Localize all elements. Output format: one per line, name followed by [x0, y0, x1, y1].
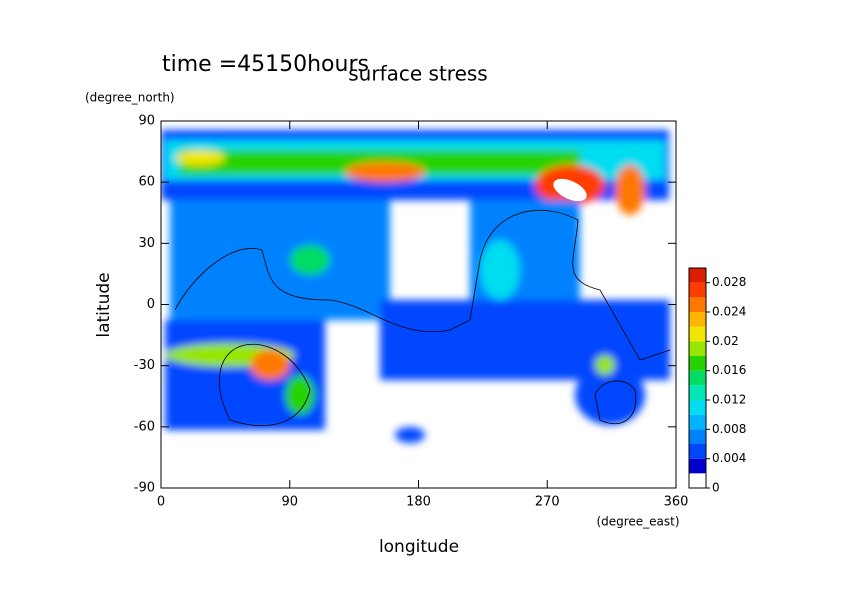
colorbar-frame [688, 267, 707, 489]
colorbar-band [689, 370, 706, 386]
colorbar-band [689, 297, 706, 312]
x-tick-label: 180 [406, 495, 431, 510]
y-axis-label: latitude [94, 272, 114, 337]
colorbar-band [689, 341, 706, 356]
y-tick-label: -90 [134, 481, 155, 496]
x-tick-label: 360 [664, 495, 689, 510]
chart-title: surface stress [348, 62, 487, 86]
colorbar-tick-label: 0.028 [712, 275, 746, 289]
x-tick-label: 270 [535, 495, 560, 510]
colorbar-tick-label: 0.008 [712, 422, 746, 436]
colorbar-band [689, 429, 706, 444]
subtitle: time =45150hours [162, 52, 369, 77]
colorbar-tick-label: 0.02 [712, 334, 739, 348]
colorbar-band [689, 356, 706, 371]
y-tick-label: -60 [134, 419, 155, 434]
colorbar-band [689, 326, 706, 342]
y-tick-label: 60 [138, 175, 155, 190]
colorbar-band [689, 414, 706, 430]
y-tick-label: 90 [138, 114, 155, 129]
y-units: (degree_north) [85, 91, 175, 105]
colorbar-tick-label: 0.004 [712, 451, 746, 465]
colorbar-band [689, 400, 706, 415]
colorbar-band [689, 458, 706, 474]
colorbar-band [689, 268, 706, 283]
y-tick-label: 30 [138, 236, 155, 251]
x-units: (degree_east) [596, 515, 679, 529]
colorbar-band [689, 385, 706, 400]
colorbar-band [689, 282, 706, 298]
x-tick-label: 90 [281, 495, 298, 510]
x-tick-label: 0 [157, 495, 165, 510]
x-axis-label: longitude [379, 537, 459, 557]
y-tick-label: -30 [134, 358, 155, 373]
colorbar-tick-label: 0.016 [712, 363, 746, 377]
colorbar-tick-label: 0.024 [712, 305, 746, 319]
y-tick-label: 0 [147, 297, 155, 312]
colorbar-tick-label: 0.012 [712, 393, 746, 407]
colorbar-band [689, 473, 706, 488]
colorbar-band [689, 444, 706, 459]
colorbar-tick-label: 0 [712, 481, 720, 495]
contour-field [161, 130, 671, 443]
colorbar-band [689, 312, 706, 327]
